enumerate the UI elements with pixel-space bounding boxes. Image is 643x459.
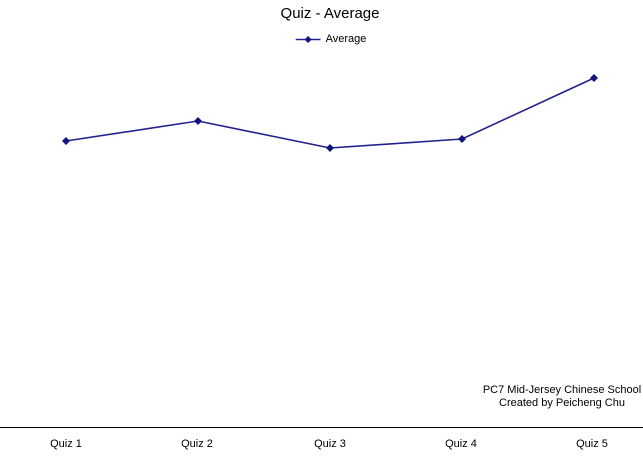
chart-annotation: PC7 Mid-Jersey Chinese School Created by…	[483, 384, 641, 410]
legend: Average	[295, 33, 367, 45]
legend-label: Average	[325, 33, 367, 45]
x-axis-label-quiz2: Quiz 2	[181, 438, 213, 450]
x-axis-label-quiz5: Quiz 5	[576, 438, 608, 450]
annotation-line2: Created by Peicheng Chu	[499, 397, 625, 409]
x-axis-label-quiz1: Quiz 1	[50, 438, 82, 450]
x-axis-label-quiz3: Quiz 3	[314, 438, 346, 450]
x-axis-label-quiz4: Quiz 4	[445, 438, 477, 450]
chart-title: Quiz - Average	[280, 5, 380, 22]
annotation-line1: PC7 Mid-Jersey Chinese School	[482, 384, 642, 396]
legend-series-marker-icon	[295, 35, 321, 44]
